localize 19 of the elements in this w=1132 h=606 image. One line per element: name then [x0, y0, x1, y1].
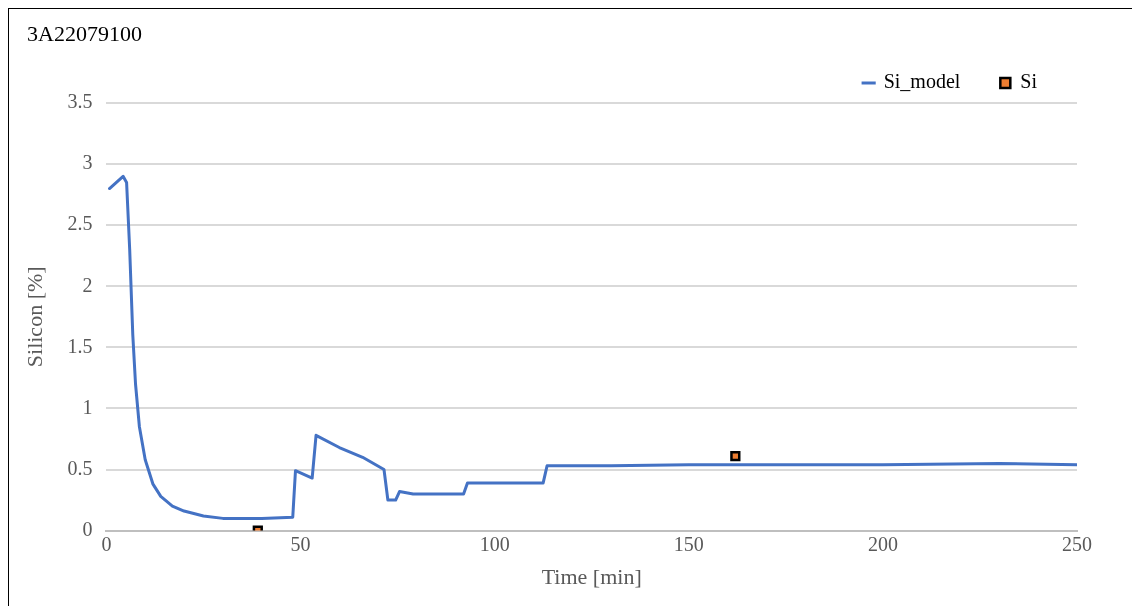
x-tick-label: 250	[1062, 532, 1092, 555]
y-axis-title: Silicon [%]	[21, 266, 47, 368]
y-tick-label: 2.5	[67, 212, 93, 235]
y-tick-label: 3.5	[67, 90, 93, 113]
y-tick-label: 0.5	[67, 456, 93, 479]
y-tick-label: 1.5	[67, 334, 93, 357]
legend-label: Si	[1020, 70, 1038, 93]
x-tick-label: 200	[867, 532, 898, 555]
x-tick-label: 100	[479, 532, 510, 555]
y-tick-label: 1	[82, 395, 93, 418]
x-axis-title: Time [min]	[541, 563, 642, 589]
x-tick-label: 50	[290, 532, 311, 555]
chart-title: 3A22079100	[27, 21, 142, 47]
legend-label: Si_model	[883, 70, 961, 93]
x-tick-label: 150	[673, 532, 704, 555]
y-tick-label: 3	[82, 151, 93, 174]
y-tick-label: 0	[82, 517, 93, 540]
x-tick-label: 0	[101, 532, 112, 555]
y-tick-label: 2	[82, 273, 93, 296]
